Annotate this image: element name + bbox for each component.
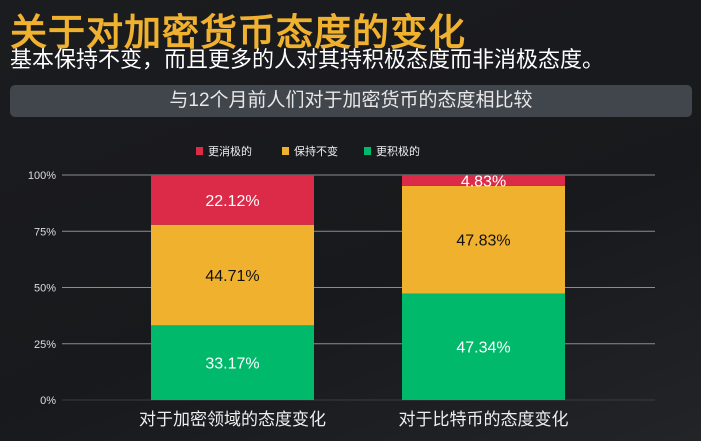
page-title: 关于对加密货币态度的变化 [10,12,466,53]
data-label: 33.17% [205,356,259,373]
bar-segment [151,224,314,326]
x-category-label: 对于加密领域的态度变化 [139,410,326,429]
y-tick-label: 25% [34,339,56,351]
legend-swatch [196,147,203,155]
data-label: 47.34% [456,340,510,357]
bar-segment [151,175,314,225]
data-label: 44.71% [205,268,259,285]
legend-swatch [282,147,289,155]
chart-title: 与12个月前人们对于加密货币的态度相比较 [10,85,692,117]
y-tick-label: 100% [28,170,56,182]
x-category-label: 对于比特币的态度变化 [399,410,569,429]
y-tick-label: 50% [34,283,56,295]
bar-segment [402,185,565,294]
legend-swatch [364,147,371,155]
data-label: 4.83% [461,173,506,190]
legend-label: 更积极的 [376,144,420,158]
page-subtitle: 基本保持不变，而且更多的人对其持积极态度而非消极态度。 [10,47,605,72]
legend-label: 更消极的 [208,144,252,158]
y-tick-label: 75% [34,226,56,238]
bar-segment [402,175,565,186]
data-label: 47.83% [456,233,510,250]
data-label: 22.12% [205,193,259,210]
bar-segment [402,293,565,400]
bar-segment [151,325,314,400]
y-tick-label: 0% [40,395,56,407]
legend-label: 保持不变 [294,144,338,158]
